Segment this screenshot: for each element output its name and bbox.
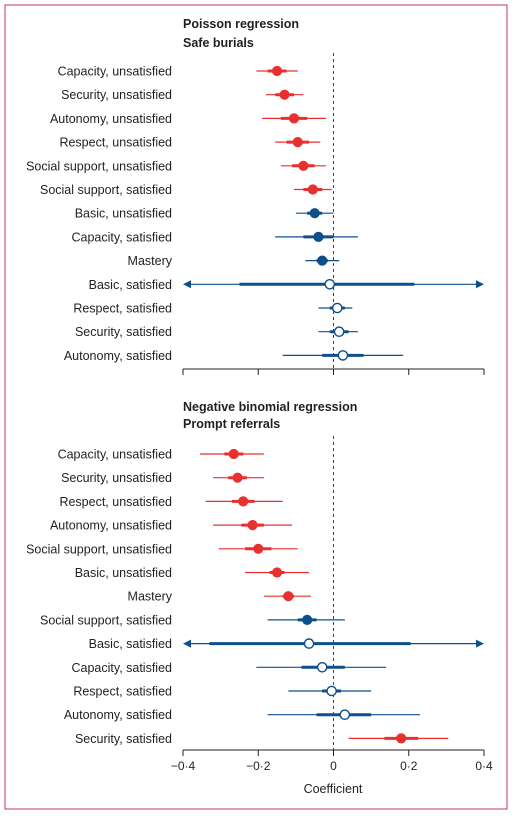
row-label: Mastery <box>128 254 173 268</box>
panel-1-plot: Capacity, unsatisfied Security, unsatisfi… <box>26 53 485 375</box>
row-label: Security, unsatisfied <box>61 88 172 102</box>
row-label: Mastery <box>128 590 173 604</box>
point-estimate <box>298 160 309 171</box>
row-label: Autonomy, satisfied <box>64 708 172 722</box>
row-label: Basic, unsatisfied <box>75 207 172 221</box>
x-tick-label: −0·4 <box>171 759 196 773</box>
row-label: Social support, satisfied <box>40 183 172 197</box>
row-label: Security, unsatisfied <box>61 471 172 485</box>
point-estimate <box>317 255 328 266</box>
x-tick-label: 0·4 <box>475 759 493 773</box>
row-label: Capacity, unsatisfied <box>58 448 172 462</box>
panel-2-subtitle: Prompt referrals <box>183 417 280 431</box>
panel-1-title: Poisson regression <box>183 17 299 31</box>
point-estimate <box>326 685 337 697</box>
row-label: Social support, unsatisfied <box>26 542 172 556</box>
point-estimate <box>307 184 318 195</box>
row-label: Basic, unsatisfied <box>75 566 172 580</box>
row-label: Capacity, satisfied <box>71 230 172 244</box>
point-estimate <box>303 638 315 649</box>
point-estimate <box>331 302 343 314</box>
point-estimate <box>316 662 328 673</box>
x-tick-labels: −0·4 −0·2 0 0·2 0·4 <box>171 759 493 773</box>
ci-arrow-left <box>183 280 191 289</box>
x-tick-label: −0·2 <box>246 759 271 773</box>
row-label: Capacity, satisfied <box>71 661 172 675</box>
row-label: Security, satisfied <box>75 732 172 746</box>
point-estimate <box>302 614 313 626</box>
figure-border <box>4 4 508 810</box>
point-estimate <box>238 496 249 507</box>
point-estimate <box>333 326 345 338</box>
ci-arrow-right <box>476 280 484 289</box>
panel-2-title: Negative binomial regression <box>183 400 357 414</box>
row-label: Autonomy, unsatisfied <box>50 112 172 126</box>
row-label: Capacity, unsatisfied <box>58 65 172 79</box>
ci-arrow-right <box>476 639 484 648</box>
row-label: Social support, satisfied <box>40 613 172 627</box>
row-label: Social support, unsatisfied <box>26 159 172 173</box>
point-estimate <box>271 567 283 578</box>
row-label: Respect, satisfied <box>73 302 172 316</box>
x-tick-label: 0·2 <box>400 759 418 773</box>
point-estimate <box>228 448 239 460</box>
panel-1-subtitle: Safe burials <box>183 36 254 50</box>
row-label: Security, satisfied <box>75 325 172 339</box>
row-label: Respect, unsatisfied <box>59 495 172 509</box>
point-estimate <box>313 231 324 242</box>
x-axis-label: Coefficient <box>304 782 363 796</box>
point-estimate <box>253 543 264 554</box>
point-estimate <box>309 208 320 219</box>
point-estimate <box>324 278 336 290</box>
row-label: Respect, satisfied <box>73 685 172 699</box>
point-estimate <box>279 89 290 100</box>
row-label: Autonomy, unsatisfied <box>50 519 172 533</box>
point-estimate <box>292 137 303 148</box>
row-label: Autonomy, satisfied <box>64 349 172 363</box>
point-estimate <box>337 350 349 361</box>
row-label: Respect, unsatisfied <box>59 136 172 150</box>
x-tick-label: 0 <box>330 759 337 773</box>
point-estimate <box>339 709 351 721</box>
ci-arrow-left <box>183 639 191 648</box>
point-estimate <box>288 113 300 124</box>
point-estimate <box>396 733 407 744</box>
point-estimate <box>283 591 294 602</box>
row-label: Basic, satisfied <box>89 637 172 651</box>
point-estimate <box>247 520 258 531</box>
point-estimate <box>232 472 243 483</box>
point-estimate <box>271 65 283 77</box>
panel-2-plot: Capacity, unsatisfied Security, unsatisfi… <box>26 436 485 756</box>
row-label: Basic, satisfied <box>89 278 172 292</box>
